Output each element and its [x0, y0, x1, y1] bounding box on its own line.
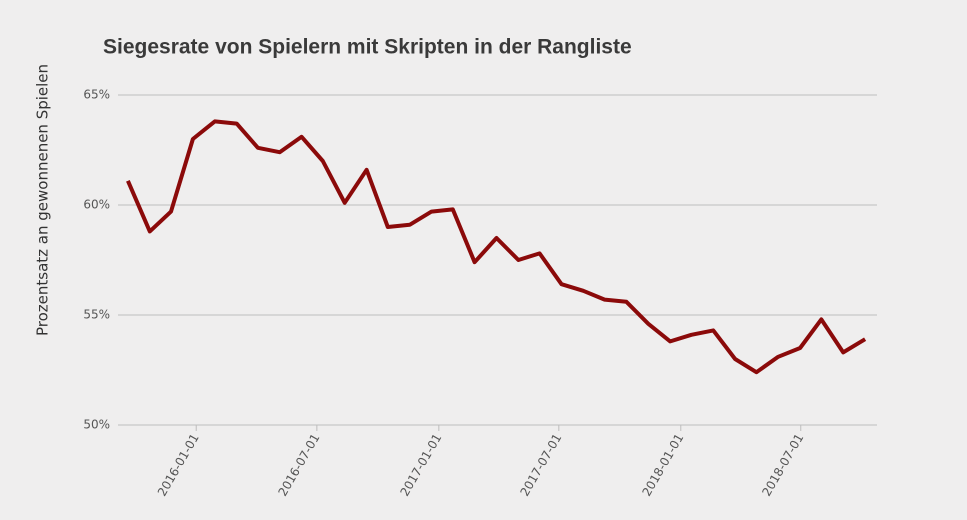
- data-line: [126, 119, 867, 375]
- chart-title: Siegesrate von Spielern mit Skripten in …: [103, 36, 632, 59]
- y-tick-label: 50%: [83, 418, 110, 432]
- y-tick-label: 60%: [83, 198, 110, 212]
- y-tick-label: 55%: [83, 308, 110, 322]
- y-tick-label: 65%: [83, 88, 110, 102]
- y-axis-label: Prozentsatz an gewonnenen Spielen: [34, 64, 52, 336]
